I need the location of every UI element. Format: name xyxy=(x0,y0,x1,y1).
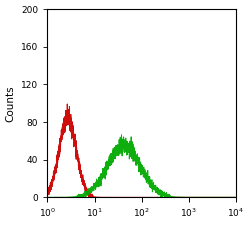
Y-axis label: Counts: Counts xyxy=(6,85,16,122)
